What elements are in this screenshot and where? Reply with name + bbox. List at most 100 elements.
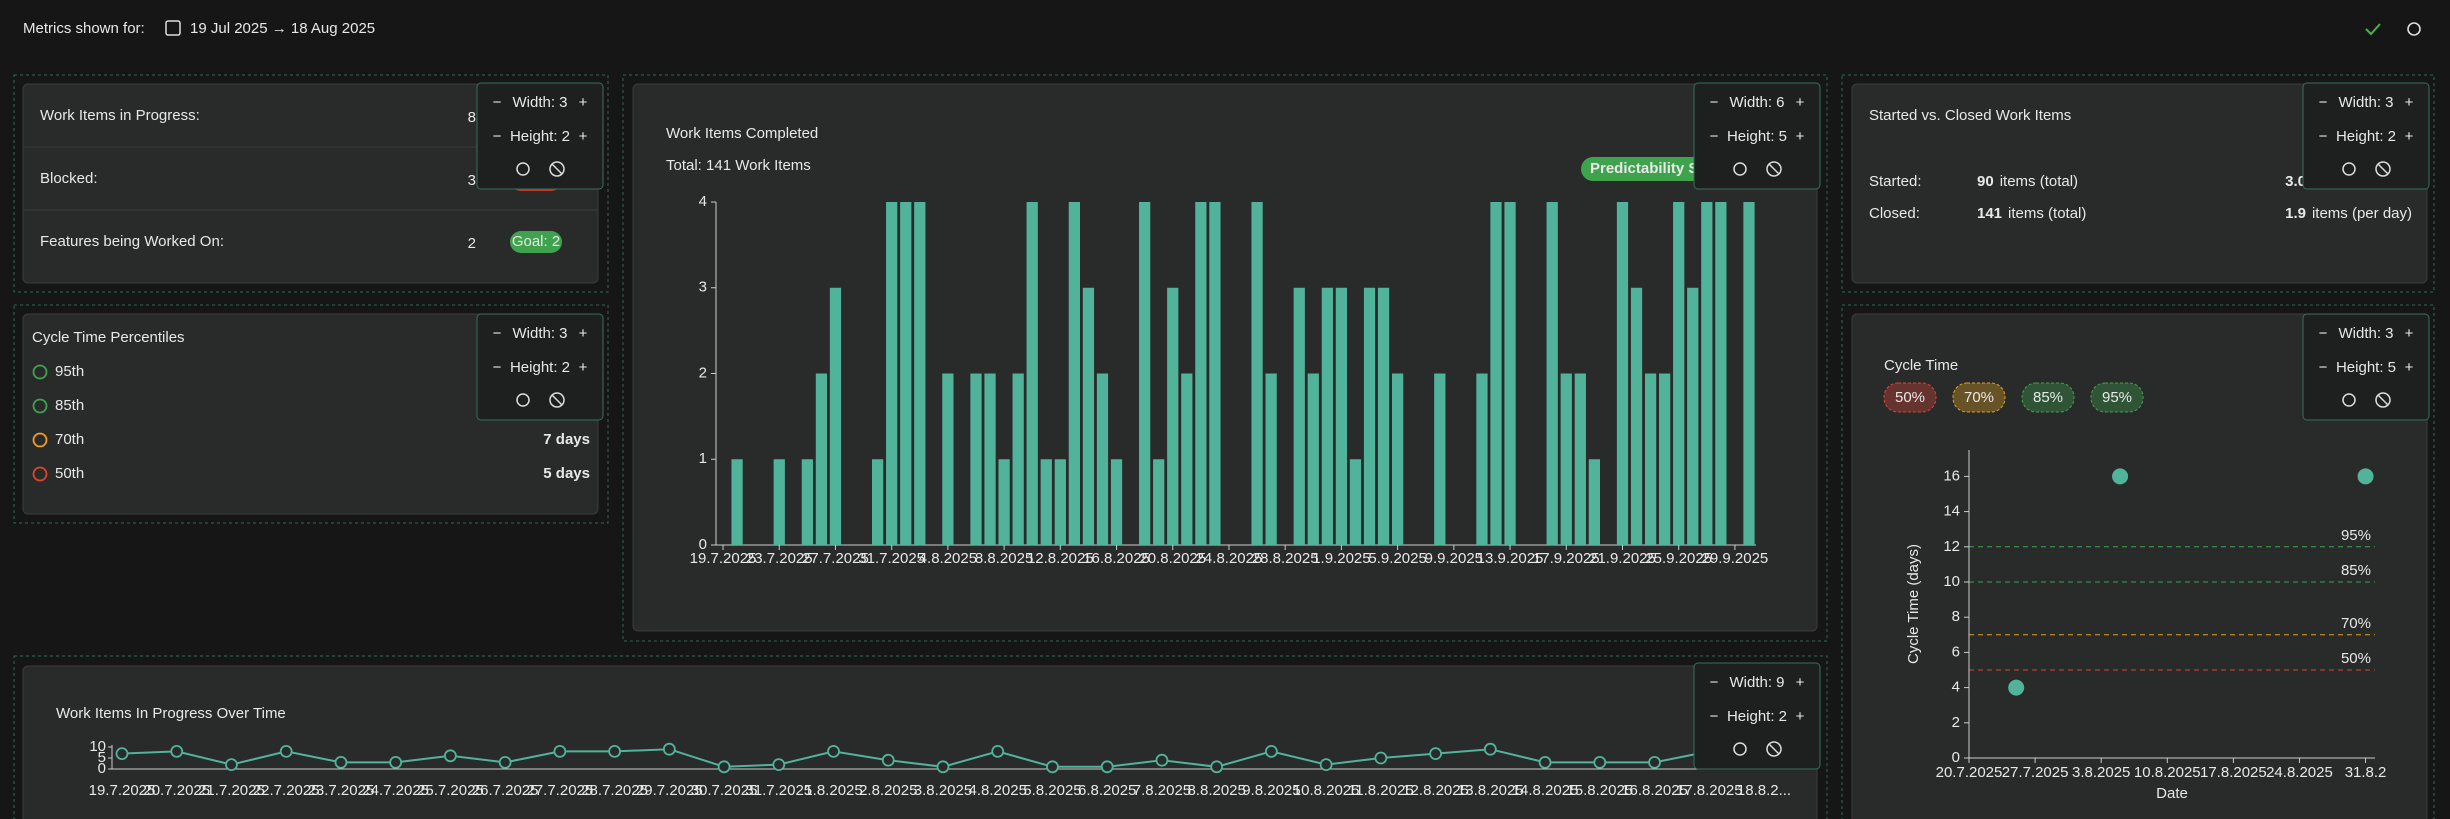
hide-button[interactable] bbox=[549, 392, 565, 408]
y-tick-label: 8 bbox=[1952, 608, 1960, 625]
bar bbox=[1153, 459, 1165, 545]
decrease-button[interactable]: − bbox=[493, 94, 502, 111]
wip-point[interactable] bbox=[1593, 756, 1607, 769]
total-value: 141 bbox=[1977, 205, 2002, 222]
decrease-button[interactable]: − bbox=[2319, 94, 2328, 111]
power-icon[interactable] bbox=[2407, 22, 2421, 36]
y-axis-label: Cycle Time (days) bbox=[1905, 544, 1922, 664]
wip-point[interactable] bbox=[279, 745, 293, 758]
x-tick-label: 3.8.2025 bbox=[2072, 764, 2130, 781]
wip-point[interactable] bbox=[608, 745, 621, 758]
increase-button[interactable]: + bbox=[579, 325, 588, 342]
y-tick-label: 4 bbox=[1952, 679, 1960, 696]
bar bbox=[942, 373, 954, 545]
percentile-badge-text: 70% bbox=[1964, 389, 1994, 406]
status-icon bbox=[32, 398, 48, 414]
wip-point[interactable] bbox=[170, 745, 184, 758]
wip-point[interactable] bbox=[443, 749, 457, 763]
wip-point[interactable] bbox=[936, 760, 950, 774]
x-tick-label: 28.8.2025 bbox=[1252, 550, 1319, 567]
size-label: Width: 3 bbox=[512, 325, 567, 342]
percentile-badge[interactable] bbox=[2090, 382, 2144, 413]
hide-button[interactable] bbox=[549, 161, 565, 177]
increase-button[interactable]: + bbox=[1796, 128, 1805, 145]
decrease-button[interactable]: − bbox=[1710, 128, 1719, 145]
wip-point[interactable] bbox=[1429, 747, 1442, 760]
wip-point[interactable] bbox=[881, 753, 895, 767]
wip-point[interactable] bbox=[115, 747, 129, 760]
decrease-button[interactable]: − bbox=[493, 128, 502, 145]
decrease-button[interactable]: − bbox=[493, 359, 502, 376]
wip-point[interactable] bbox=[1210, 760, 1224, 774]
hide-button[interactable] bbox=[1766, 741, 1782, 757]
x-tick-label: 28.7.2025 bbox=[581, 782, 648, 799]
decrease-button[interactable]: − bbox=[1710, 708, 1719, 725]
reset-button[interactable] bbox=[516, 162, 530, 176]
increase-button[interactable]: + bbox=[2405, 94, 2414, 111]
increase-button[interactable]: + bbox=[1796, 94, 1805, 111]
wip-point[interactable] bbox=[498, 756, 512, 769]
decrease-button[interactable]: − bbox=[2319, 359, 2328, 376]
wip-point[interactable] bbox=[827, 745, 840, 758]
wip-point[interactable] bbox=[389, 756, 403, 769]
bar bbox=[1054, 459, 1066, 545]
reset-button[interactable] bbox=[1733, 742, 1747, 756]
hide-button[interactable] bbox=[2375, 161, 2391, 177]
percentile-badge-text: 95% bbox=[2102, 389, 2132, 406]
size-label: Width: 3 bbox=[512, 94, 567, 111]
x-tick-label: 23.7.2025 bbox=[308, 782, 375, 799]
percentile-badge[interactable] bbox=[1952, 382, 2006, 413]
scatter-point[interactable] bbox=[2008, 679, 2025, 696]
reset-button[interactable] bbox=[2342, 162, 2356, 176]
wip-point[interactable] bbox=[1155, 753, 1169, 767]
hide-button[interactable] bbox=[1766, 161, 1782, 177]
decrease-button[interactable]: − bbox=[2319, 128, 2328, 145]
wip-point[interactable] bbox=[1374, 751, 1388, 765]
wip-point[interactable] bbox=[1046, 760, 1059, 774]
reset-button[interactable] bbox=[2342, 393, 2356, 407]
layout-panel bbox=[2302, 82, 2430, 190]
increase-button[interactable]: + bbox=[1796, 708, 1805, 725]
increase-button[interactable]: + bbox=[579, 128, 588, 145]
wip-point[interactable] bbox=[1100, 760, 1114, 774]
reset-button[interactable] bbox=[1733, 162, 1747, 176]
decrease-button[interactable]: − bbox=[493, 325, 502, 342]
increase-button[interactable]: + bbox=[2405, 325, 2414, 342]
wip-point[interactable] bbox=[662, 742, 676, 756]
wip-point[interactable] bbox=[553, 745, 567, 758]
wip-point[interactable] bbox=[225, 758, 238, 771]
scatter-point[interactable] bbox=[2357, 468, 2374, 485]
bar bbox=[801, 459, 813, 545]
wip-point[interactable] bbox=[1483, 742, 1497, 756]
wip-point[interactable] bbox=[1319, 758, 1333, 771]
increase-button[interactable]: + bbox=[579, 359, 588, 376]
percentile-badge[interactable] bbox=[1883, 382, 1937, 413]
decrease-button[interactable]: − bbox=[2319, 325, 2328, 342]
x-tick-label: 5.9.2025 bbox=[1368, 550, 1426, 567]
increase-button[interactable]: + bbox=[2405, 128, 2414, 145]
bar bbox=[1363, 287, 1376, 545]
increase-button[interactable]: + bbox=[1796, 674, 1805, 691]
reset-button[interactable] bbox=[516, 393, 530, 407]
x-tick-label: 17.8.2025 bbox=[1676, 782, 1743, 799]
size-label: Width: 9 bbox=[1729, 674, 1784, 691]
wip-point[interactable] bbox=[1265, 745, 1278, 758]
percentile-badge[interactable] bbox=[2021, 382, 2075, 413]
bar bbox=[731, 459, 743, 545]
decrease-button[interactable]: − bbox=[1710, 674, 1719, 691]
wip-point[interactable] bbox=[991, 745, 1005, 758]
wip-point[interactable] bbox=[334, 756, 348, 769]
hide-button[interactable] bbox=[2375, 392, 2391, 408]
wip-point[interactable] bbox=[1538, 756, 1552, 769]
status-icon bbox=[32, 364, 48, 380]
scatter-point[interactable] bbox=[2112, 468, 2129, 485]
wip-point[interactable] bbox=[772, 758, 786, 771]
increase-button[interactable]: + bbox=[579, 94, 588, 111]
confirm-icon[interactable] bbox=[2365, 23, 2381, 36]
wip-point[interactable] bbox=[1648, 756, 1661, 769]
x-tick-label: 29.7.2025 bbox=[636, 782, 703, 799]
wip-point[interactable] bbox=[717, 760, 731, 774]
widget-title: Cycle Time Percentiles bbox=[32, 329, 185, 346]
decrease-button[interactable]: − bbox=[1710, 94, 1719, 111]
increase-button[interactable]: + bbox=[2405, 359, 2414, 376]
